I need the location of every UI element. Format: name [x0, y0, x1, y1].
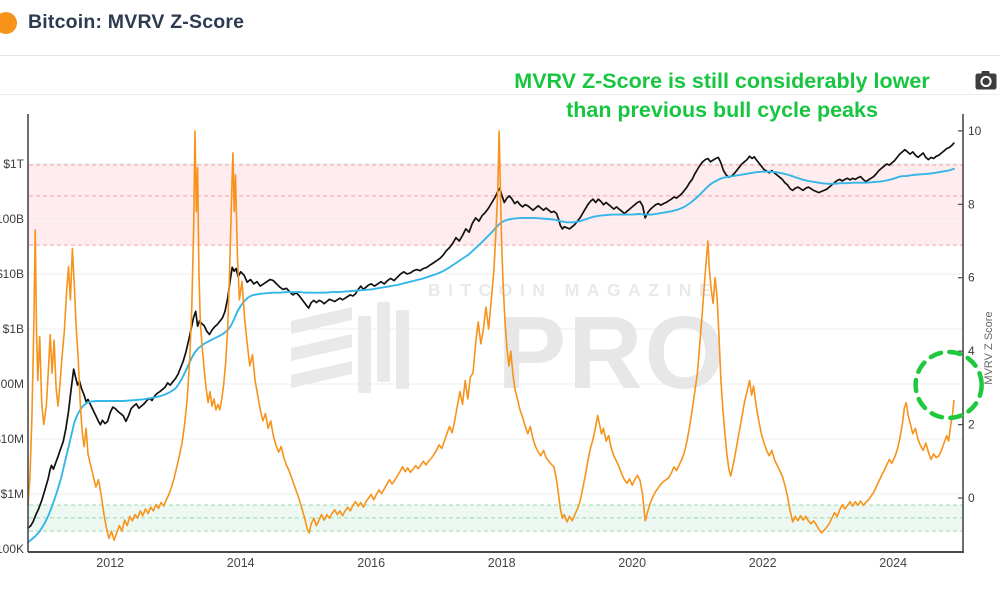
axis-labels: $1T 100B $10B $1B 100M $10M $1M 100K 10 8 6 4 2 0 2012… [0, 124, 982, 570]
page-title: Bitcoin: MVRV Z-Score [28, 11, 245, 33]
left-axis-label: 100B [0, 212, 24, 226]
right-axis-title: MVRV Z Score [983, 311, 995, 384]
chart-series [27, 130, 955, 544]
x-axis-year-label: 2012 [96, 556, 124, 570]
realized-value-line [27, 167, 955, 544]
watermark-brand-text: BITCOIN MAGAZINE [428, 280, 718, 300]
right-axis-label: 2 [968, 418, 975, 432]
right-axis-label: 6 [968, 271, 975, 285]
toolbar-divider [0, 94, 1000, 95]
right-axis-label: 8 [968, 197, 975, 211]
left-axis-label: $10B [0, 267, 24, 281]
camera-icon [975, 71, 997, 90]
x-axis-year-label: 2014 [227, 556, 255, 570]
mvrv-z-score-line [27, 130, 955, 542]
annotation-line-1: MVRV Z-Score is still considerably lower [514, 69, 930, 93]
left-axis-label: 100K [0, 542, 24, 556]
left-axis-label: 100M [0, 377, 24, 391]
watermark: BITCOIN MAGAZINE PRO [291, 280, 726, 410]
chart-bands [28, 165, 963, 532]
chart-axes [27, 114, 964, 553]
left-axis-label: $10M [0, 432, 24, 446]
right-axis-label: 0 [968, 491, 975, 505]
brand-dot-icon [0, 12, 17, 34]
chart-annotation: MVRV Z-Score is still considerably lower… [447, 67, 997, 125]
highlight-circle-annotation [913, 349, 984, 421]
x-axis-year-label: 2024 [879, 556, 907, 570]
watermark-product-text: PRO [497, 295, 726, 410]
market-value-line [27, 142, 955, 529]
left-axis-label: $1M [1, 487, 24, 501]
screenshot-camera-button[interactable] [975, 69, 999, 93]
x-axis-year-label: 2018 [488, 556, 516, 570]
right-axis-label: 10 [968, 124, 982, 138]
band-dashed-lines [29, 164, 963, 532]
left-axis-label: $1T [3, 157, 24, 171]
x-axis-year-label: 2022 [749, 556, 777, 570]
bitcoin-magazine-logo-icon [291, 302, 409, 393]
left-axis-label: $1B [3, 322, 24, 336]
page-header: Bitcoin: MVRV Z-Score [0, 0, 1000, 55]
right-axis-label: 4 [968, 344, 975, 358]
x-axis-year-label: 2016 [357, 556, 385, 570]
annotation-line-2: than previous bull cycle peaks [566, 98, 878, 122]
header-divider [0, 55, 1000, 56]
x-axis-year-label: 2020 [618, 556, 646, 570]
